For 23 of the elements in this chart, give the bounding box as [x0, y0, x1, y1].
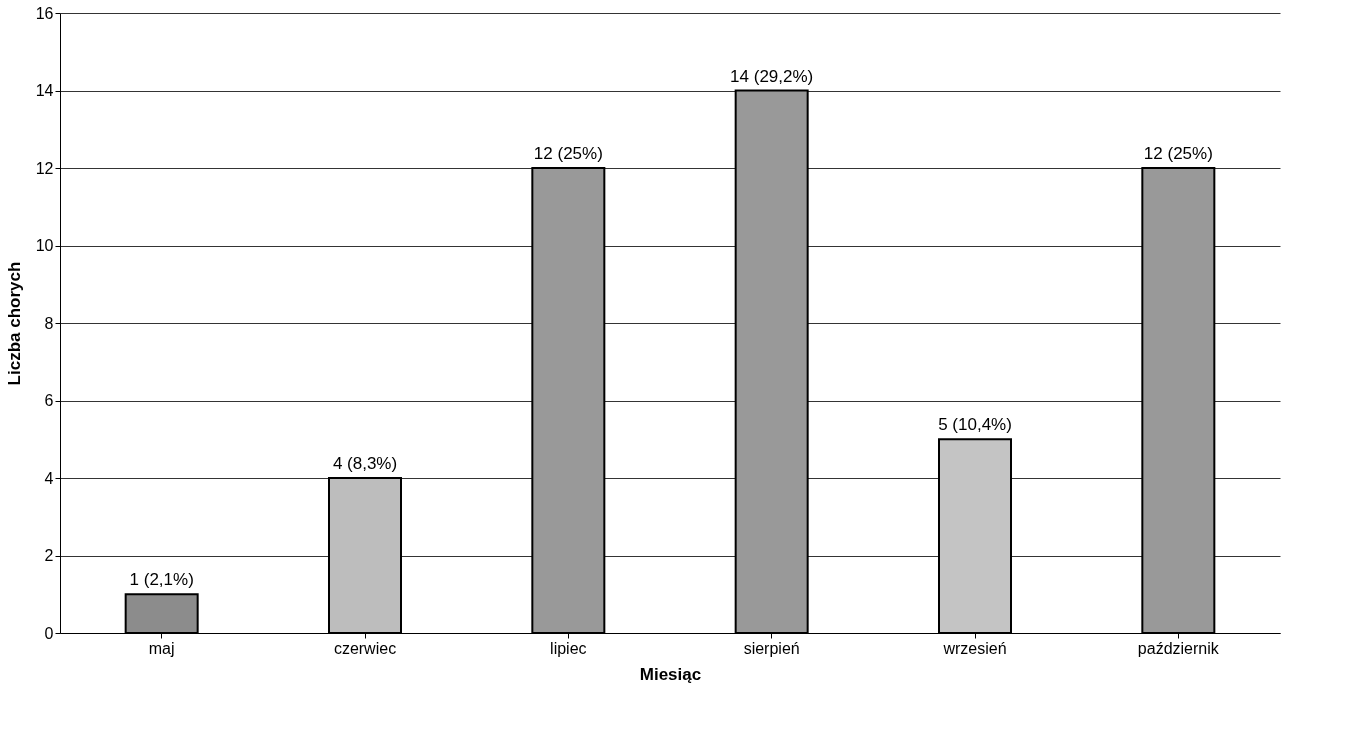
y-tick-label: 16: [35, 4, 54, 22]
x-tick-label: maj: [148, 639, 175, 657]
data-label: 12 (25%): [1143, 144, 1213, 163]
data-label: 12 (25%): [533, 144, 603, 163]
y-tick-label: 0: [44, 624, 54, 642]
x-tick-label: lipiec: [550, 639, 587, 657]
x-tick-label: październik: [1137, 639, 1220, 657]
y-tick-label: 8: [44, 314, 54, 332]
data-label: 4 (8,3%): [332, 454, 398, 473]
data-label: 5 (10,4%): [938, 415, 1012, 435]
y-tick-label: 4: [44, 469, 54, 487]
y-axis-title: Liczba chorych: [4, 261, 24, 386]
y-tick-label: 2: [44, 547, 54, 564]
y-tick-label: 14: [35, 82, 54, 99]
y-tick-label: 10: [35, 237, 54, 254]
y-tick-label: 12: [35, 159, 54, 177]
data-label: 1 (2,1%): [129, 570, 194, 590]
x-tick-label: sierpień: [743, 639, 800, 657]
x-tick-label: czerwiec: [333, 639, 397, 657]
data-label: 14 (29,2%): [730, 66, 814, 86]
y-tick-label: 6: [44, 392, 54, 409]
x-axis-title: Miesiąc: [639, 664, 702, 684]
x-tick-label: wrzesień: [942, 639, 1007, 657]
